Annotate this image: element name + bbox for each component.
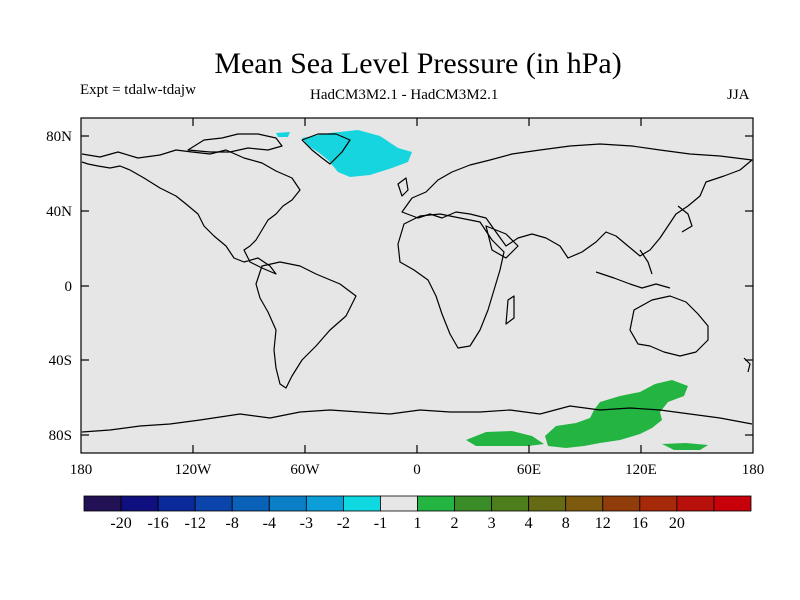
colorbar-swatch: [491, 495, 530, 512]
colorbar-labels: -20 -16 -12 -8 -4 -3 -2 -1 1 2 3 4 8 12 16 20: [110, 515, 684, 532]
colorbar-label: -1: [374, 515, 387, 532]
colorbar-label: -20: [110, 515, 131, 532]
lat-tick-label: 80S: [49, 428, 72, 444]
colorbar-swatch: [120, 495, 159, 512]
colorbar-label: -16: [147, 515, 168, 532]
colorbar-label: 1: [414, 515, 422, 532]
colorbar-label: 20: [669, 515, 685, 532]
colorbar-label: 2: [451, 515, 459, 532]
colorbar-label: 4: [525, 515, 533, 532]
colorbar-label: -4: [263, 515, 276, 532]
lon-tick-label: 180: [70, 462, 93, 478]
lon-tick-label: 120E: [625, 462, 657, 478]
lon-tick-label: 180: [742, 462, 765, 478]
season-label: JJA: [727, 87, 750, 103]
colorbar-swatch: [639, 495, 678, 512]
colorbar-swatch: [157, 495, 196, 512]
colorbar-swatch: [454, 495, 493, 512]
colorbar: [83, 495, 752, 512]
lon-tick-label: 60E: [517, 462, 541, 478]
colorbar-swatch: [380, 495, 418, 512]
lon-tick-label: 60W: [290, 462, 320, 478]
model-label: HadCM3M2.1 - HadCM3M2.1: [310, 87, 499, 103]
map-frame: [80, 117, 754, 454]
colorbar-label: -3: [300, 515, 313, 532]
colorbar-swatch: [268, 495, 307, 512]
colorbar-swatch: [713, 495, 752, 512]
coastlines: [81, 133, 753, 433]
lon-tick-label: 0: [413, 462, 421, 478]
experiment-label: Expt = tdalw-tdajw: [80, 82, 196, 98]
colorbar-label: 16: [632, 515, 648, 532]
colorbar-swatch: [342, 495, 381, 512]
colorbar-label: 3: [488, 515, 496, 532]
colorbar-swatch: [305, 495, 344, 512]
colorbar-swatch: [602, 495, 641, 512]
lat-tick-label: 0: [65, 279, 73, 295]
colorbar-label: 12: [595, 515, 611, 532]
positive-anomaly-region: [466, 380, 708, 450]
negative-anomaly-region: [276, 130, 412, 177]
colorbar-swatch: [194, 495, 233, 512]
colorbar-swatch: [676, 495, 715, 512]
colorbar-swatch: [417, 495, 455, 512]
lat-tick-label: 80N: [46, 129, 72, 145]
colorbar-swatch: [565, 495, 604, 512]
colorbar-label: 8: [562, 515, 570, 532]
lat-tick-label: 40S: [49, 353, 72, 369]
colorbar-label: -12: [185, 515, 206, 532]
colorbar-label: -8: [226, 515, 239, 532]
lat-tick-label: 40N: [46, 204, 72, 220]
colorbar-swatch: [231, 495, 270, 512]
colorbar-swatch: [83, 495, 122, 512]
colorbar-label: -2: [337, 515, 350, 532]
colorbar-swatch: [528, 495, 567, 512]
lon-tick-label: 120W: [175, 462, 213, 478]
map-title: Mean Sea Level Pressure (in hPa): [214, 47, 622, 80]
